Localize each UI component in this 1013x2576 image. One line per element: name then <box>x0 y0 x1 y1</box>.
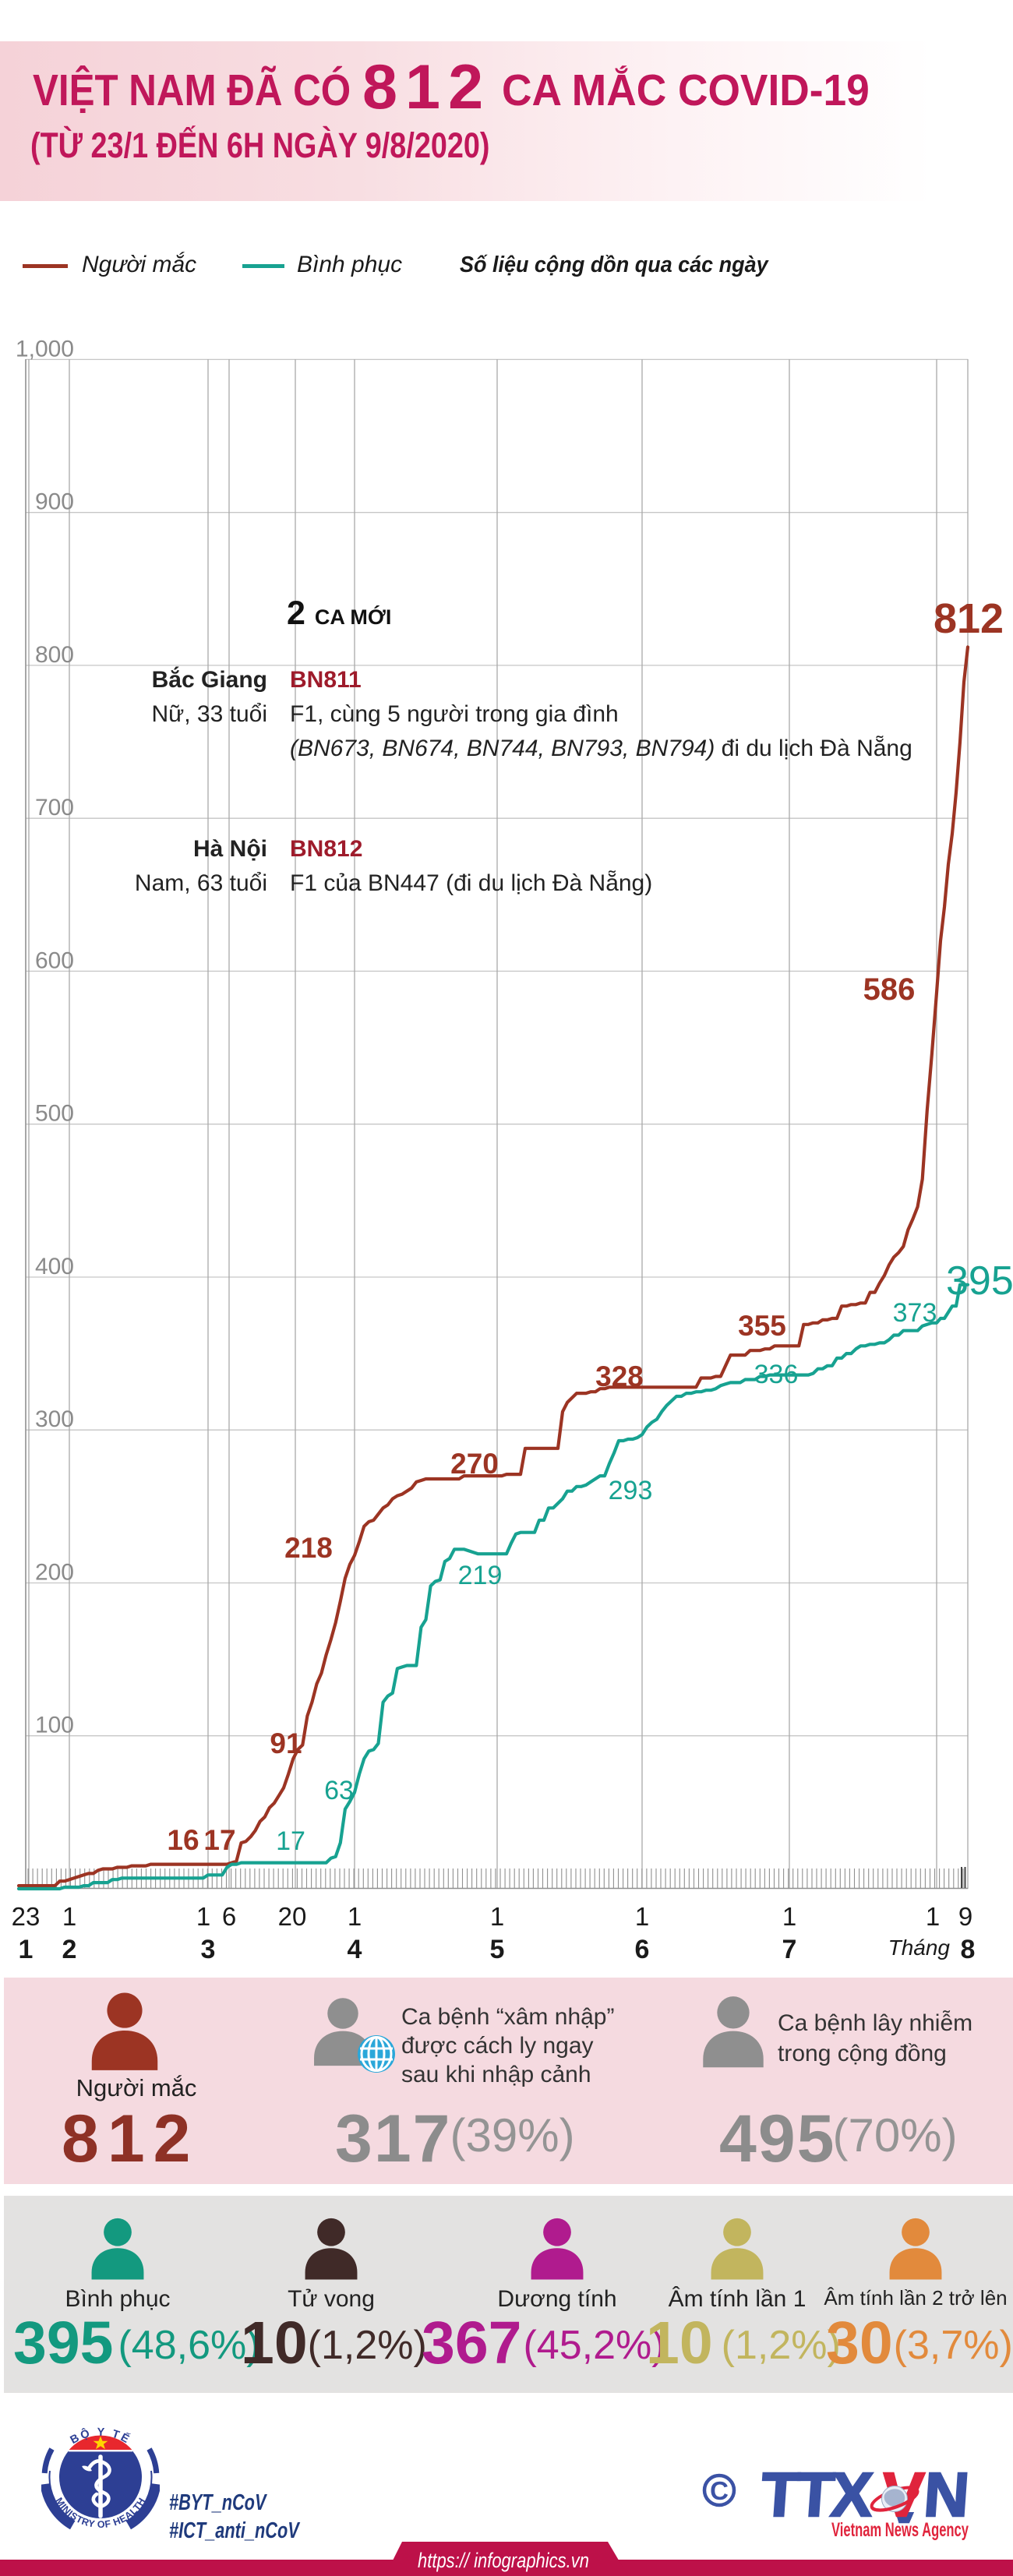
svg-text:TTX: TTX <box>759 2461 875 2529</box>
svg-text:219: 219 <box>458 1561 503 1590</box>
svg-text:63: 63 <box>324 1776 354 1805</box>
svg-text:8: 8 <box>961 1935 976 1964</box>
svg-text:812: 812 <box>934 595 1004 642</box>
svg-text:1,000: 1,000 <box>16 336 74 362</box>
svg-text:373: 373 <box>893 1298 937 1328</box>
svg-text:6: 6 <box>222 1902 236 1931</box>
svg-text:200: 200 <box>35 1560 74 1586</box>
svg-text:V: V <box>882 2465 929 2535</box>
svg-text:N: N <box>922 2461 972 2529</box>
svg-text:91: 91 <box>270 1727 302 1759</box>
svg-text:500: 500 <box>35 1101 74 1127</box>
svg-text:900: 900 <box>35 489 74 515</box>
svg-text:400: 400 <box>35 1254 74 1279</box>
svg-text:Vietnam News Agency: Vietnam News Agency <box>831 2519 969 2541</box>
svg-text:5: 5 <box>490 1935 505 1964</box>
svg-text:1: 1 <box>926 1902 940 1931</box>
svg-text:218: 218 <box>284 1532 333 1564</box>
svg-text:6: 6 <box>635 1935 650 1964</box>
svg-text:586: 586 <box>863 972 916 1007</box>
svg-text:1: 1 <box>19 1935 34 1964</box>
svg-text:1: 1 <box>62 1902 76 1931</box>
svg-text:23: 23 <box>12 1902 41 1931</box>
svg-text:100: 100 <box>35 1713 74 1738</box>
svg-text:1: 1 <box>782 1902 796 1931</box>
svg-text:293: 293 <box>609 1476 653 1505</box>
svg-text:1: 1 <box>348 1902 362 1931</box>
svg-text:16: 16 <box>167 1824 199 1856</box>
svg-text:355: 355 <box>738 1310 786 1342</box>
svg-text:7: 7 <box>782 1935 797 1964</box>
svg-text:9: 9 <box>958 1902 972 1931</box>
svg-text:328: 328 <box>595 1360 644 1392</box>
svg-text:395: 395 <box>946 1258 1013 1304</box>
svg-text:336: 336 <box>754 1360 799 1389</box>
svg-text:700: 700 <box>35 795 74 820</box>
svg-text:17: 17 <box>276 1826 305 1856</box>
svg-text:1: 1 <box>490 1902 504 1931</box>
svg-text:1: 1 <box>635 1902 649 1931</box>
svg-text:2: 2 <box>62 1935 77 1964</box>
svg-text:3: 3 <box>201 1935 216 1964</box>
svg-text:270: 270 <box>450 1448 499 1480</box>
svg-text:300: 300 <box>35 1406 74 1432</box>
svg-text:4: 4 <box>348 1935 362 1964</box>
svg-text:800: 800 <box>35 642 74 668</box>
svg-text:Tháng: Tháng <box>888 1936 951 1960</box>
svg-text:20: 20 <box>278 1902 307 1931</box>
svg-text:https:// infographics.vn: https:// infographics.vn <box>418 2549 589 2572</box>
svg-text:1: 1 <box>196 1902 210 1931</box>
svg-text:17: 17 <box>203 1824 235 1856</box>
svg-text:C: C <box>710 2476 729 2505</box>
svg-text:600: 600 <box>35 947 74 973</box>
svg-text:V: V <box>880 2461 927 2529</box>
